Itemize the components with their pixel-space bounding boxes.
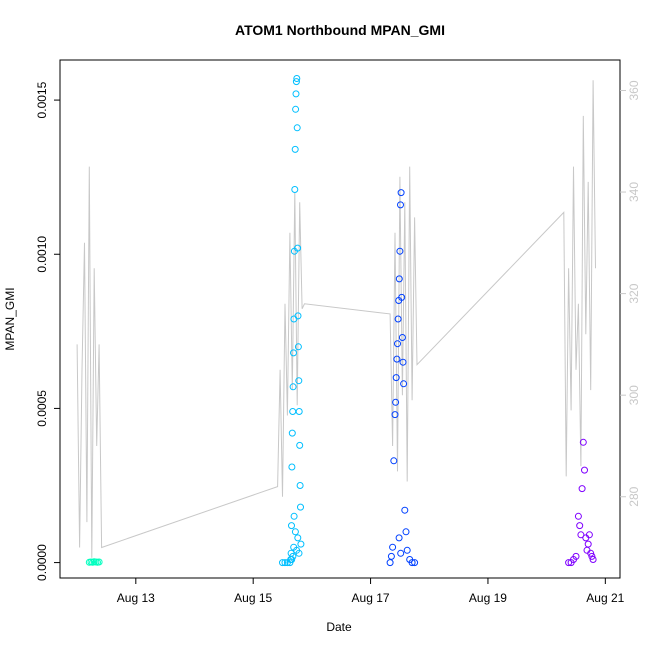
x-tick-label: Aug 13 [117, 591, 155, 605]
data-point [95, 558, 103, 566]
data-point [291, 528, 299, 536]
data-point [403, 546, 411, 554]
data-point [397, 189, 405, 197]
data-point [400, 380, 408, 388]
data-point [294, 534, 302, 542]
x-axis-label: Date [326, 620, 352, 634]
data-point [574, 512, 582, 520]
y-right-tick-label: 300 [627, 385, 641, 405]
data-point [387, 552, 395, 560]
data-point [291, 186, 299, 193]
data-point [294, 343, 302, 351]
data-point [411, 559, 419, 567]
data-point [401, 506, 409, 514]
data-point [397, 549, 405, 557]
data-point [581, 466, 588, 474]
data-point [579, 438, 587, 446]
data-point [293, 75, 301, 82]
data-point [395, 275, 403, 283]
data-point [295, 377, 303, 385]
data-point [392, 398, 400, 406]
data-point [294, 244, 302, 252]
data-point [279, 559, 286, 567]
data-point [296, 482, 304, 489]
data-point [295, 549, 303, 557]
data-point [391, 411, 399, 419]
data-point [576, 522, 584, 530]
data-point [584, 540, 592, 548]
data-point [293, 124, 301, 132]
data-point [395, 534, 403, 542]
y-right-tick-label: 340 [627, 182, 641, 202]
x-tick-label: Aug 15 [234, 591, 272, 605]
data-point [389, 543, 397, 551]
data-point [288, 463, 296, 471]
x-axis: Aug 13 Aug 15 Aug 17 Aug 19 Aug 21 [117, 578, 625, 605]
x-tick-label: Aug 19 [469, 591, 507, 605]
data-point [292, 105, 300, 113]
data-point [393, 355, 401, 363]
data-point [394, 340, 401, 348]
data-point [398, 334, 406, 341]
plot-frame [59, 59, 621, 579]
data-point [292, 78, 300, 86]
data-point [290, 543, 298, 551]
data-point [578, 485, 586, 493]
y-left-tick-label: 0.0005 [35, 390, 49, 427]
data-point [292, 90, 300, 98]
secondary-series-line [76, 80, 596, 558]
x-tick-label: Aug 21 [586, 591, 624, 605]
data-point [397, 201, 404, 209]
data-point [288, 429, 296, 437]
data-point [289, 383, 297, 391]
data-point [390, 457, 398, 465]
y-axis-label: MPAN_GMI [3, 287, 17, 350]
secondary-line-layer [76, 80, 596, 558]
data-point [281, 559, 289, 567]
y-left-tick-label: 0.0000 [35, 544, 49, 581]
data-point [296, 441, 304, 449]
y-left-tick-label: 0.0010 [35, 236, 49, 273]
data-point [294, 312, 302, 320]
data-point [297, 503, 304, 511]
y-right-tick-label: 280 [627, 486, 641, 506]
y-right-tick-label: 320 [627, 283, 641, 303]
data-point [392, 374, 400, 382]
data-point [295, 408, 303, 415]
y-axis-left: 0.0000 0.0005 0.0010 0.0015 [35, 81, 60, 581]
x-tick-label: Aug 17 [352, 591, 390, 605]
data-point [290, 349, 297, 357]
data-point [290, 512, 298, 520]
data-point [396, 247, 404, 255]
data-point [587, 549, 595, 557]
data-point [291, 145, 299, 153]
data-point [565, 559, 573, 567]
y-right-tick-label: 360 [627, 80, 641, 100]
data-point [588, 552, 596, 560]
data-point [289, 408, 297, 415]
data-point [408, 559, 416, 567]
points-layer [85, 75, 597, 567]
data-point [585, 531, 593, 539]
chart-title: ATOM1 Northbound MPAN_GMI [235, 22, 445, 38]
data-point [288, 556, 296, 563]
y-axis-right: 280 300 320 340 360 [620, 80, 641, 507]
data-point [394, 315, 402, 323]
data-point [289, 552, 297, 560]
data-point [386, 559, 394, 567]
data-point [577, 531, 585, 539]
data-point [398, 293, 406, 301]
y-left-tick-label: 0.0015 [35, 81, 49, 118]
data-point [402, 528, 410, 536]
data-point [399, 358, 407, 366]
data-point [297, 540, 305, 548]
data-point [288, 522, 295, 530]
data-point [589, 556, 597, 563]
data-point [572, 552, 580, 560]
